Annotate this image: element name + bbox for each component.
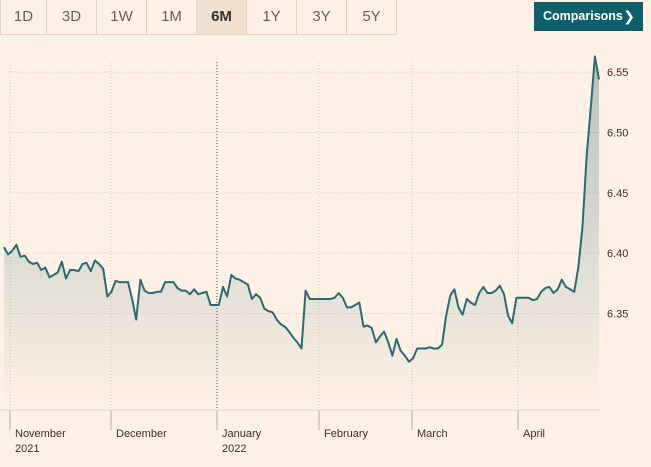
range-button-1m[interactable]: 1M xyxy=(147,0,197,34)
x-tick-label: January xyxy=(222,428,262,440)
range-button-5y[interactable]: 5Y xyxy=(347,0,397,34)
y-tick-label: 6.40 xyxy=(607,248,628,260)
x-tick-label: February xyxy=(324,428,369,440)
x-tick-label: November xyxy=(15,428,66,440)
range-button-6m[interactable]: 6M xyxy=(197,0,247,34)
time-range-selector: 1D 3D 1W 1M 6M 1Y 3Y 5Y xyxy=(0,0,397,35)
x-tick-label: April xyxy=(523,428,545,440)
range-button-3y[interactable]: 3Y xyxy=(297,0,347,34)
comparisons-button[interactable]: Comparisons ❯ xyxy=(534,2,643,31)
range-button-1d[interactable]: 1D xyxy=(0,0,47,34)
y-axis: 6.35 6.40 6.45 6.50 6.55 xyxy=(607,67,628,320)
comparisons-label: Comparisons xyxy=(543,9,623,23)
range-button-1w[interactable]: 1W xyxy=(97,0,147,34)
price-line xyxy=(3,55,600,363)
y-tick-label: 6.55 xyxy=(607,67,628,79)
x-tick-sublabel: 2022 xyxy=(222,443,246,455)
chevron-right-icon: ❯ xyxy=(623,8,635,24)
x-tick-label: December xyxy=(116,428,167,440)
x-tick-label: March xyxy=(417,428,448,440)
y-tick-label: 6.50 xyxy=(607,127,628,139)
y-tick-label: 6.45 xyxy=(607,188,628,200)
range-button-3d[interactable]: 3D xyxy=(47,0,97,34)
range-button-1y[interactable]: 1Y xyxy=(247,0,297,34)
x-tick-sublabel: 2021 xyxy=(15,443,39,455)
area-fill xyxy=(4,56,599,410)
y-tick-label: 6.35 xyxy=(607,308,628,320)
